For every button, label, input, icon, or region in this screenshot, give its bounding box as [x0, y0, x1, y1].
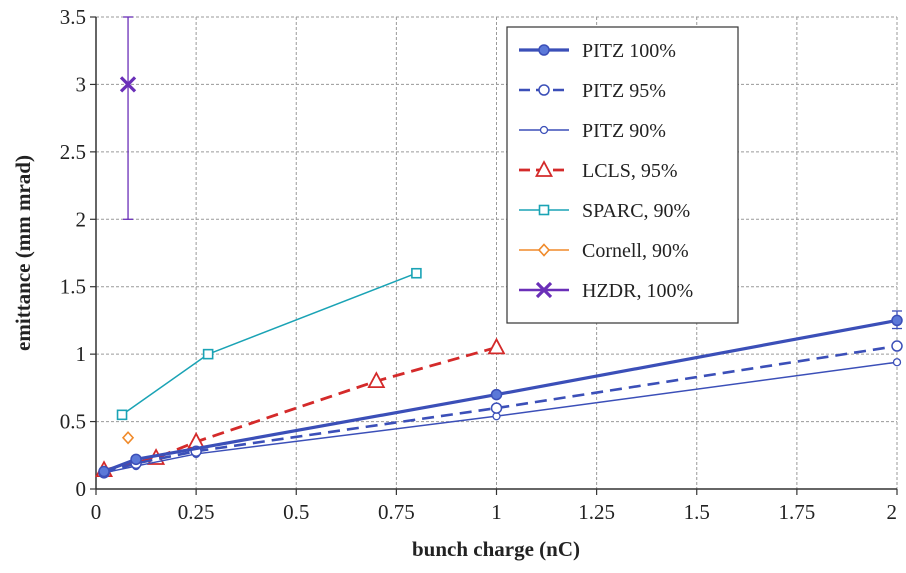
legend-swatch-marker — [538, 84, 550, 96]
data-point — [411, 267, 422, 279]
x-axis-label: bunch charge (nC) — [412, 537, 580, 561]
series-line — [103, 344, 898, 475]
legend-swatch-marker — [538, 44, 550, 56]
data-point — [367, 371, 386, 389]
x-tick-label: 1.75 — [779, 500, 816, 524]
data-point — [487, 337, 506, 355]
legend-item: LCLS, 95% — [519, 160, 678, 182]
x-tick-label: 2 — [887, 500, 898, 524]
y-tick-label: 3.5 — [60, 5, 86, 29]
legend-label: PITZ 100% — [582, 40, 676, 62]
data-point — [490, 402, 503, 414]
data-point — [121, 431, 135, 445]
legend-label: PITZ 90% — [582, 120, 666, 142]
legend: PITZ 100% PITZ 95% PITZ 90% LCLS, 95% SPARC,… — [506, 26, 739, 324]
x-tick-label: 0.25 — [178, 500, 215, 524]
x-tick-label: 0.75 — [378, 500, 415, 524]
legend-swatch-marker — [538, 204, 550, 216]
legend-item: Cornell, 90% — [519, 240, 689, 262]
legend-label: PITZ 95% — [582, 80, 666, 102]
series-line — [103, 318, 898, 473]
y-tick-label: 0.5 — [60, 410, 86, 434]
legend-label: Cornell, 90% — [582, 240, 689, 262]
legend-item: PITZ 100% — [519, 40, 676, 62]
legend-swatch-marker — [535, 281, 553, 299]
data-point — [119, 76, 137, 93]
data-point — [891, 340, 903, 352]
y-tick-label: 1 — [76, 342, 87, 366]
legend-label: LCLS, 95% — [582, 160, 678, 182]
x-tick-label: 1 — [491, 500, 502, 524]
legend-swatch-marker — [537, 243, 551, 257]
legend-label: HZDR, 100% — [582, 280, 693, 302]
data-point — [98, 465, 110, 478]
legend-item: SPARC, 90% — [519, 200, 690, 222]
series-hzdr-100 — [119, 76, 137, 93]
y-tick-label: 1.5 — [60, 275, 86, 299]
data-series — [95, 76, 903, 479]
x-marker-stroke — [535, 281, 553, 299]
x-tick-label: 0 — [91, 500, 102, 524]
legend-swatch-marker — [534, 160, 554, 177]
x-tick-label: 0.5 — [283, 500, 309, 524]
series-pitz-100 — [98, 314, 903, 478]
legend-swatch-marker — [539, 125, 549, 135]
data-point — [892, 358, 902, 367]
data-point — [490, 388, 503, 401]
legend-item: PITZ 95% — [519, 80, 666, 102]
y-tick-label: 3 — [76, 72, 87, 96]
legend-item: HZDR, 100% — [519, 280, 693, 302]
y-tick-label: 2 — [76, 207, 87, 231]
data-point — [891, 314, 903, 327]
y-tick-labels: 0 0.5 1 1.5 2 2.5 3 3.5 — [60, 5, 86, 501]
data-point — [130, 453, 142, 466]
legend-item: PITZ 90% — [519, 120, 666, 142]
x-tick-labels: 0 0.25 0.5 0.75 1 1.25 1.5 1.75 2 — [91, 500, 897, 524]
y-axis-label: emittance (mm mrad) — [11, 155, 35, 351]
x-marker-stroke — [119, 76, 137, 93]
axes — [90, 16, 898, 495]
x-tick-label: 1.25 — [578, 500, 615, 524]
y-tick-label: 0 — [76, 477, 87, 501]
series-cornell-90 — [121, 431, 135, 445]
legend-label: SPARC, 90% — [582, 200, 690, 222]
series-sparc-90 — [116, 267, 422, 421]
x-tick-label: 1.5 — [684, 500, 710, 524]
y-tick-label: 2.5 — [60, 140, 86, 164]
data-point — [116, 409, 128, 421]
data-point — [202, 348, 214, 360]
